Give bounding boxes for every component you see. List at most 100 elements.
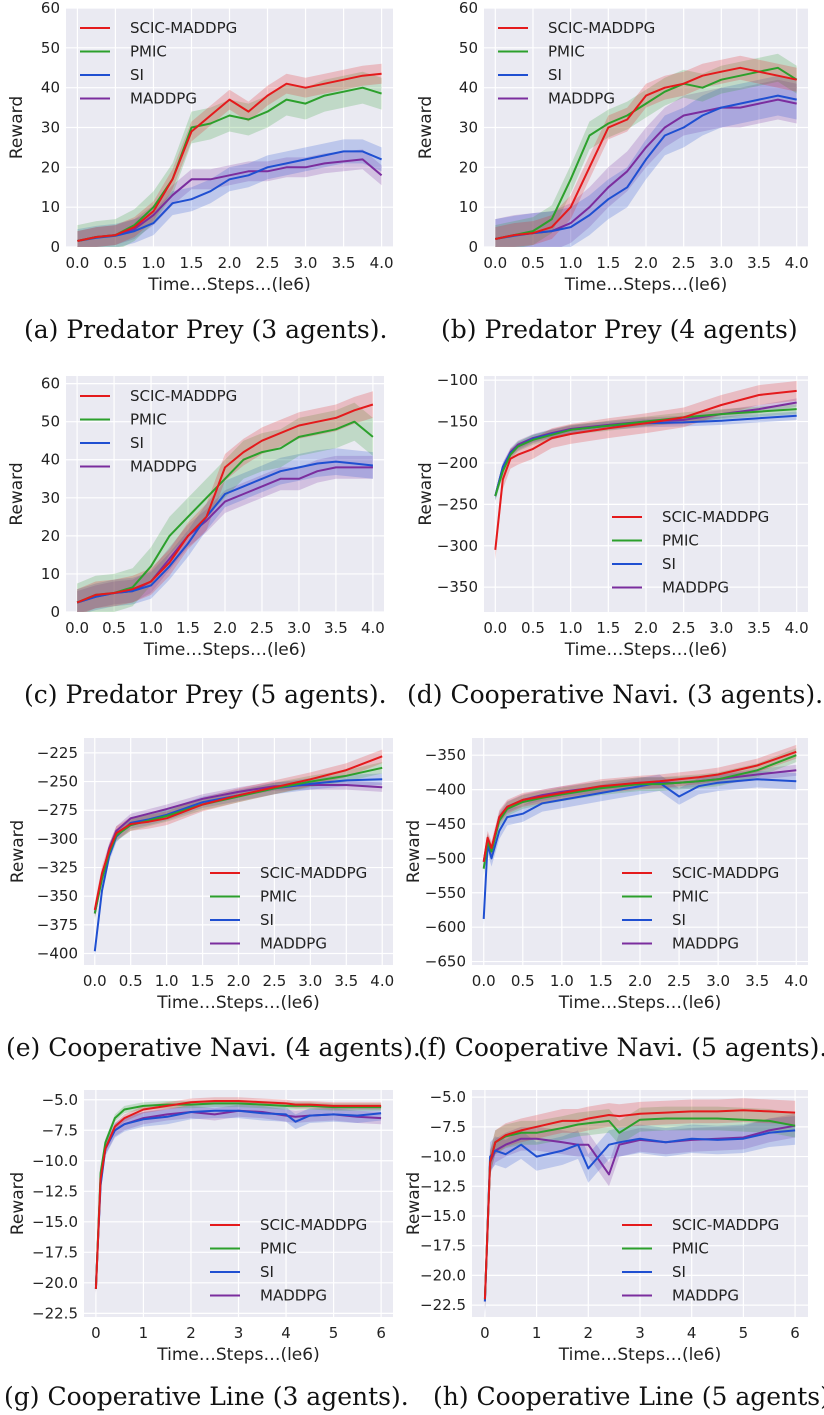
x-axis-label: Time…Steps…(le6) <box>156 1345 319 1365</box>
legend-label: SCIC-MADDPG <box>662 508 769 526</box>
x-tick-label: 3.0 <box>709 254 733 272</box>
band-pmic <box>77 71 382 247</box>
y-tick-label: −350 <box>37 887 78 905</box>
y-tick-label: −10.0 <box>420 1148 466 1166</box>
y-tick-label: −300 <box>437 537 478 555</box>
legend-label: SI <box>548 66 562 84</box>
legend-label: PMIC <box>662 532 699 550</box>
y-tick-label: −10.0 <box>32 1152 78 1170</box>
x-tick-label: 3 <box>635 1324 645 1342</box>
x-tick-label: 1 <box>532 1324 542 1342</box>
x-axis-label: Time…Steps…(le6) <box>558 993 721 1013</box>
x-tick-label: 0 <box>91 1324 101 1342</box>
y-tick-label: −15.0 <box>32 1213 78 1231</box>
y-tick-label: −400 <box>37 945 78 963</box>
line-scic-maddpg <box>483 1109 796 1300</box>
y-tick-label: 0 <box>50 238 60 256</box>
x-tick-label: 5 <box>739 1324 749 1342</box>
x-tick-label: 0.0 <box>65 619 89 637</box>
y-tick-label: −200 <box>437 454 478 472</box>
x-tick-label: 2.0 <box>227 972 251 990</box>
y-tick-label: −7.5 <box>430 1118 466 1136</box>
line-si <box>77 150 382 242</box>
legend-label: SCIC-MADDPG <box>672 1216 779 1234</box>
x-tick-label: 3.5 <box>745 972 769 990</box>
x-tick-label: 1.0 <box>155 972 179 990</box>
legend-label: PMIC <box>260 1240 297 1258</box>
x-tick-label: 4.0 <box>361 619 385 637</box>
line-scic-maddpg <box>482 750 797 862</box>
series-group <box>76 391 374 612</box>
x-tick-label: 0.0 <box>483 619 507 637</box>
x-axis-label: Time…Steps…(le6) <box>558 1345 721 1365</box>
x-tick-label: 2.0 <box>634 619 658 637</box>
band-scic-maddpg <box>495 381 797 560</box>
line-scic-maddpg <box>495 66 797 240</box>
line-scic-maddpg <box>93 755 383 911</box>
y-tick-label: −275 <box>37 801 78 819</box>
legend: SCIC-MADDPG PMIC SI MADDPG <box>622 864 779 953</box>
y-axis-label: Reward <box>416 462 436 525</box>
x-tick-label: 3 <box>234 1324 244 1342</box>
x-tick-label: 0.5 <box>102 619 126 637</box>
band-scic-maddpg <box>484 1098 796 1312</box>
legend-label: MADDPG <box>662 579 729 597</box>
legend-label: SCIC-MADDPG <box>130 19 237 37</box>
y-tick-label: −450 <box>425 815 466 833</box>
line-si <box>483 1129 796 1302</box>
x-tick-label: 1.0 <box>550 972 574 990</box>
y-tick-label: −350 <box>437 578 478 596</box>
y-tick-label: 10 <box>459 198 478 216</box>
line-pmic <box>494 408 797 497</box>
y-tick-label: −12.5 <box>420 1177 466 1195</box>
y-tick-label: 10 <box>41 565 60 583</box>
legend: SCIC-MADDPG PMIC SI MADDPG <box>210 1216 367 1305</box>
legend-label: MADDPG <box>672 935 739 953</box>
x-tick-label: 3.5 <box>324 619 348 637</box>
chart-panel-2: 0 10 20 30 40 50 60 0.0 0.5 1.0 1.5 2.0 2.5 3.0 3.5 4.0… <box>416 0 809 295</box>
panel-caption: (b) Predator Prey (4 agents) <box>441 315 798 344</box>
legend-label: MADDPG <box>672 1287 739 1305</box>
legend: SCIC-MADDPG PMIC SI MADDPG <box>622 1216 779 1305</box>
y-axis-label: Reward <box>404 1172 424 1235</box>
y-tick-label: −17.5 <box>32 1243 78 1261</box>
x-tick-label: 1.5 <box>176 619 200 637</box>
y-tick-label: −650 <box>425 953 466 971</box>
y-tick-label: 60 <box>41 375 60 393</box>
y-tick-label: 40 <box>459 79 478 97</box>
line-scic-maddpg <box>77 72 382 242</box>
x-tick-label: 2.5 <box>256 254 280 272</box>
x-tick-label: 2 <box>186 1324 196 1342</box>
y-tick-label: −20.0 <box>32 1274 78 1292</box>
y-axis-label: Reward <box>7 96 27 159</box>
band-si <box>77 448 373 612</box>
x-tick-label: 3.0 <box>706 972 730 990</box>
band-si <box>483 771 797 928</box>
legend-label: SI <box>260 911 274 929</box>
x-tick-label: 1.5 <box>589 972 613 990</box>
series-group <box>94 1097 382 1295</box>
y-tick-label: 10 <box>41 198 60 216</box>
y-tick-label: −5.0 <box>430 1088 466 1106</box>
x-tick-label: 6 <box>790 1324 800 1342</box>
chart-panel-6: −350 −400 −450 −500 −550 −600 −650 0.0 0.5 1.0 1.5… <box>404 738 808 1013</box>
series-group <box>494 381 797 560</box>
legend-label: MADDPG <box>130 90 197 108</box>
band-scic-maddpg <box>94 749 383 917</box>
y-tick-label: −550 <box>425 884 466 902</box>
band-pmic <box>94 762 383 920</box>
chart-panel-4: −100 −150 −200 −250 −300 −350 0.0 0.5 1.0 1.5 2.0 2… <box>416 371 809 660</box>
x-tick-label: 0.5 <box>521 254 545 272</box>
x-tick-label: 2 <box>584 1324 594 1342</box>
chart-panel-1: 0 10 20 30 40 50 60 0.0 0.5 1.0 1.5 2.0 2.5 3.0 3.5 4.0… <box>7 0 394 295</box>
line-pmic <box>94 1102 382 1289</box>
x-tick-label: 1.0 <box>559 619 583 637</box>
series-group <box>77 63 383 247</box>
legend-label: SCIC-MADDPG <box>260 1216 367 1234</box>
panel-caption: (d) Cooperative Navi. (3 agents). <box>407 680 824 709</box>
legend-label: MADDPG <box>130 458 197 476</box>
legend-label: SI <box>672 911 686 929</box>
legend-label: PMIC <box>260 888 297 906</box>
line-si <box>76 460 374 604</box>
band-pmic <box>484 1106 796 1312</box>
